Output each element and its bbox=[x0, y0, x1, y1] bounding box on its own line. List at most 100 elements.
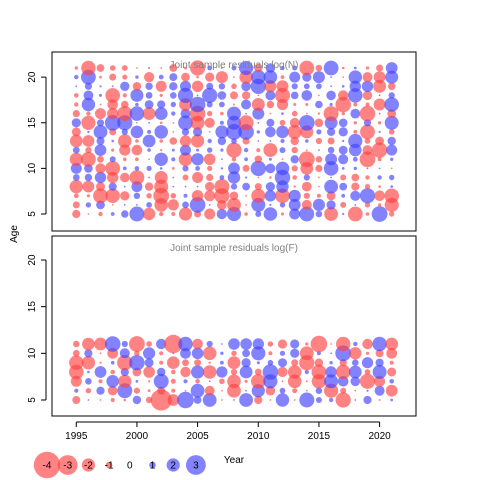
bubble-panel1-y2012-a20 bbox=[280, 75, 285, 79]
bubble-panel2-y2003-a9 bbox=[167, 356, 180, 370]
legend-label--4: -4 bbox=[43, 461, 52, 472]
bubble-panel2-y2008-a7 bbox=[227, 374, 241, 389]
bubble-panel1-y1999-a20 bbox=[122, 74, 128, 80]
bubble-panel1-y1998-a21 bbox=[109, 65, 116, 71]
bubble-panel1-y2007-a12 bbox=[220, 148, 224, 152]
bubble-panel1-y1995-a16 bbox=[72, 110, 80, 118]
bubble-panel2-y2003-a11 bbox=[164, 334, 183, 354]
bubble-panel2-y2001-a10 bbox=[143, 347, 156, 360]
bubble-panel1-y1996-a16 bbox=[86, 111, 91, 116]
bubble-panel1-y1995-a8 bbox=[69, 179, 84, 194]
bubble-panel1-y2012-a19 bbox=[276, 80, 289, 93]
bubble-panel1-y1997-a7 bbox=[93, 188, 108, 204]
bubble-panel1-y2003-a18 bbox=[170, 92, 177, 99]
bubble-panel1-y2014-a7 bbox=[303, 192, 310, 199]
bubble-panel1-y2020-a21 bbox=[376, 64, 384, 72]
bubble-panel1-y2005-a19 bbox=[191, 80, 204, 93]
bubble-panel2-y2017-a8 bbox=[336, 364, 351, 380]
bubble-panel1-y2019-a13 bbox=[364, 138, 371, 144]
bubble-panel1-y2007-a10 bbox=[220, 167, 224, 170]
bubble-panel1-y2008-a7 bbox=[229, 191, 239, 201]
bubble-panel1-y2008-a19 bbox=[231, 83, 237, 90]
bubble-panel1-y2015-a20 bbox=[312, 71, 325, 84]
bubble-panel1-y2016-a10 bbox=[323, 161, 339, 176]
bubble-panel1-y2003-a19 bbox=[169, 82, 178, 91]
bubble-panel2-y2020-a9 bbox=[375, 358, 384, 367]
bubble-panel1-y2018-a18 bbox=[348, 88, 363, 103]
bubble-panel1-y2003-a6 bbox=[167, 199, 179, 211]
bubble-panel1-y2001-a18 bbox=[145, 92, 153, 99]
bubble-panel1-y1997-a15 bbox=[96, 119, 105, 127]
bubble-panel1-y2021-a11 bbox=[390, 157, 394, 161]
bubble-panel2-y2021-a11 bbox=[385, 337, 399, 351]
bubble-panel1-y1998-a11 bbox=[109, 156, 116, 163]
bubble-panel1-y2010-a8 bbox=[254, 183, 262, 191]
bubble-panel1-y2017-a17 bbox=[335, 96, 352, 113]
bubble-panel1-y2014-a8 bbox=[301, 181, 312, 192]
bubble-panel2-y2012-a7 bbox=[281, 380, 284, 383]
bubble-panel1-y1997-a17 bbox=[99, 103, 102, 106]
bubble-panel1-y2014-a6 bbox=[301, 199, 312, 210]
bubble-panel2-y2019-a10 bbox=[365, 351, 370, 355]
bubble-panel1-y2004-a12 bbox=[180, 144, 191, 156]
bubble-panel1-y2013-a18 bbox=[290, 91, 299, 100]
bubble-panel1-y2021-a17 bbox=[384, 97, 400, 112]
bubble-panel1-y2003-a10 bbox=[171, 167, 175, 170]
bubble-panel1-y2019-a7 bbox=[359, 188, 376, 204]
bubble-panel1-y2006-a21 bbox=[207, 65, 213, 71]
bubble-panel1-y2016-a11 bbox=[325, 153, 338, 166]
bubble-panel1-y2006-a13 bbox=[207, 138, 212, 144]
bubble-panel1-y2016-a13 bbox=[327, 137, 335, 145]
bubble-panel1-y2010-a17 bbox=[251, 98, 265, 111]
bubble-panel1-y1999-a21 bbox=[121, 65, 128, 71]
legend-bubble--3 bbox=[57, 455, 78, 475]
bubble-panel1-y2021-a14 bbox=[388, 129, 395, 135]
bubble-panel1-y2019-a16 bbox=[359, 105, 376, 122]
bubble-panel2-y2015-a10 bbox=[316, 351, 321, 356]
bubble-panel2-y2008-a10 bbox=[231, 350, 237, 356]
bubble-panel1-y2006-a9 bbox=[206, 173, 214, 182]
bubble-panel2-y2000-a6 bbox=[133, 387, 140, 394]
bubble-panel1-y2015-a11 bbox=[315, 156, 323, 163]
bubble-panel1-y2004-a20 bbox=[181, 72, 190, 82]
bubble-panel1-y2018-a15 bbox=[353, 121, 357, 125]
bubble-panel1-y2017-a5 bbox=[342, 212, 345, 216]
bubble-panel2-y1997-a8 bbox=[94, 366, 107, 378]
bubble-panel1-y2016-a17 bbox=[329, 102, 333, 107]
bubble-panel1-y2009-a19 bbox=[241, 81, 251, 92]
bubble-panel1-y2004-a13 bbox=[179, 135, 192, 147]
bubble-panel1-y2010-a10 bbox=[250, 160, 266, 177]
bubble-panel2-y2009-a11 bbox=[240, 338, 252, 350]
bubble-panel1-y1995-a12 bbox=[72, 146, 80, 154]
bubble-panel1-y2011-a13 bbox=[269, 140, 272, 142]
bubble-panel2-y2003-a7 bbox=[170, 378, 176, 384]
bubble-panel2-y2009-a6 bbox=[245, 389, 248, 392]
bubble-panel1-y2001-a14 bbox=[147, 129, 152, 134]
legend-label-1: 1 bbox=[150, 461, 156, 472]
bubble-panel2-y2002-a7 bbox=[153, 373, 169, 389]
bubble-panel2-y1999-a6 bbox=[117, 383, 133, 399]
bubble-panel1-y2004-a11 bbox=[178, 152, 193, 167]
bubble-panel1-y2010-a11 bbox=[254, 155, 263, 164]
bubble-panel2-y2000-a10 bbox=[134, 350, 140, 356]
bubble-panel2-y2002-a9 bbox=[159, 360, 164, 365]
bubble-panel1-y2001-a12 bbox=[147, 148, 151, 152]
bubble-panel2-y1998-a8 bbox=[110, 369, 115, 375]
bubble-panel1-y2020-a17 bbox=[373, 98, 386, 111]
panel-title-1: Joint sample residuals log(N) bbox=[170, 60, 299, 71]
bubble-panel1-y2017-a20 bbox=[342, 76, 345, 78]
x-tick-label-2000: 2000 bbox=[126, 431, 149, 442]
bubble-panel1-y2019-a10 bbox=[366, 167, 369, 170]
bubble-panel1-y2005-a9 bbox=[192, 172, 204, 183]
bubble-panel1-y2000-a19 bbox=[132, 82, 142, 91]
bubble-panel1-y2001-a7 bbox=[146, 193, 152, 199]
bubble-panel1-y2003-a17 bbox=[170, 101, 176, 108]
bubble-panel1-y2017-a12 bbox=[338, 145, 348, 155]
bubble-panel2-y2021-a7 bbox=[389, 379, 395, 384]
bubble-panel1-y1998-a6 bbox=[111, 204, 114, 206]
bubble-panel1-y1997-a11 bbox=[97, 155, 104, 163]
bubble-panel1-y2000-a15 bbox=[136, 121, 138, 124]
legend-label-3: 3 bbox=[193, 461, 199, 472]
y-tick-label-1-20: 20 bbox=[27, 71, 38, 83]
bubble-panel2-y2008-a11 bbox=[228, 338, 240, 350]
